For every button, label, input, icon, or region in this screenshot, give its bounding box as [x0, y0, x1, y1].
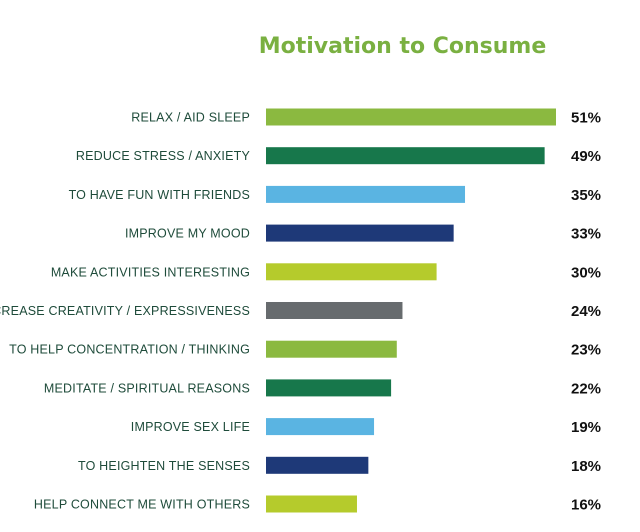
- value-label: 18%: [571, 458, 601, 475]
- chart-title: Motivation to Consume: [258, 34, 547, 59]
- bar: [266, 263, 437, 281]
- category-label: MEDITATE / SPIRITUAL REASONS: [44, 381, 250, 395]
- value-label: 22%: [571, 380, 601, 397]
- category-label: IMPROVE MY MOOD: [125, 227, 250, 241]
- value-label: 33%: [571, 226, 601, 243]
- bar: [266, 185, 466, 203]
- category-label: REDUCE STRESS / ANXIETY: [76, 149, 251, 163]
- bar: [266, 418, 375, 436]
- bar: [266, 340, 397, 358]
- category-label: IMPROVE SEX LIFE: [131, 420, 250, 434]
- value-label: 19%: [571, 419, 601, 436]
- bar: [266, 379, 392, 397]
- value-label: 30%: [571, 264, 601, 281]
- category-label: TO HEIGHTEN THE SENSES: [78, 459, 250, 473]
- category-label: MAKE ACTIVITIES INTERESTING: [51, 265, 250, 279]
- category-label: TO HELP CONCENTRATION / THINKING: [9, 343, 250, 357]
- bar: [266, 224, 454, 242]
- value-label: 51%: [571, 110, 601, 127]
- category-label: HELP CONNECT ME WITH OTHERS: [34, 498, 250, 512]
- value-label: 23%: [571, 342, 601, 359]
- bar: [266, 302, 403, 319]
- category-label: TO HAVE FUN WITH FRIENDS: [69, 188, 250, 202]
- value-label: 24%: [571, 303, 601, 320]
- value-label: 16%: [571, 497, 601, 514]
- value-label: 35%: [571, 187, 601, 204]
- bar: [266, 108, 556, 126]
- bar: [266, 456, 369, 474]
- bar: [266, 147, 545, 165]
- category-label: RELAX / AID SLEEP: [131, 111, 250, 125]
- value-label: 49%: [571, 148, 601, 165]
- bar: [266, 495, 357, 513]
- category-label: INCREASE CREATIVITY / EXPRESSIVENESS: [0, 304, 250, 318]
